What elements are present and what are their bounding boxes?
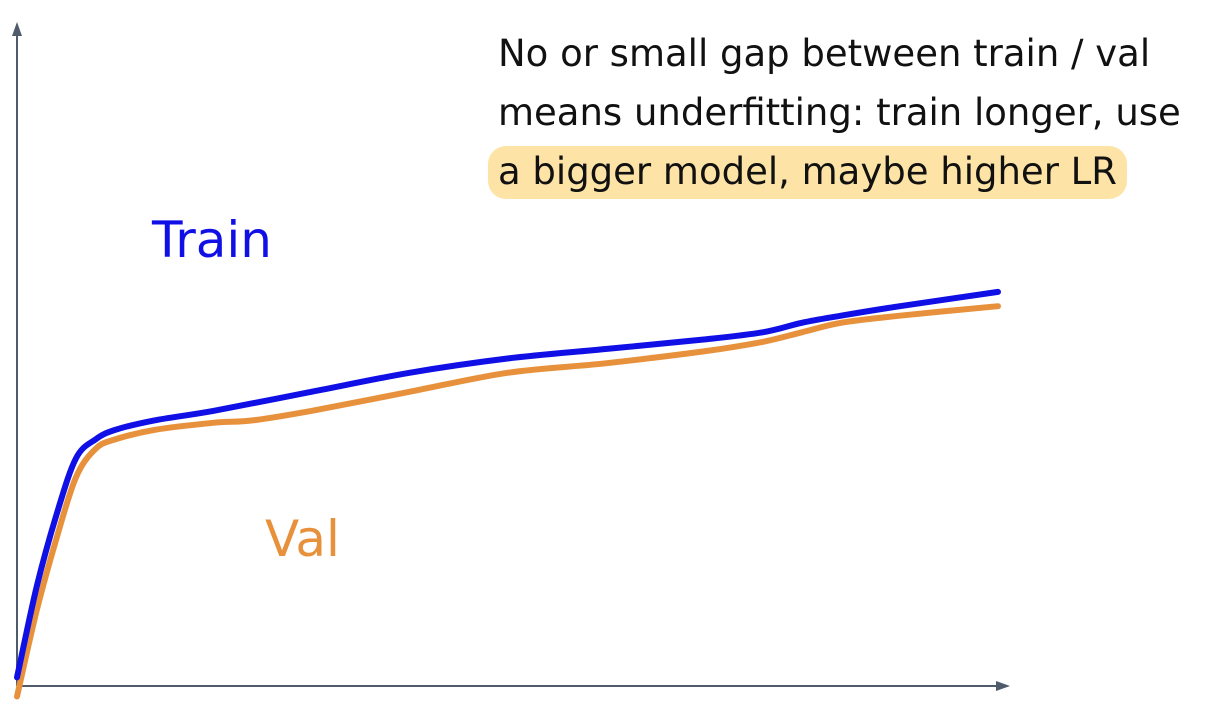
y-axis-arrow bbox=[12, 22, 22, 36]
series-layer bbox=[14, 288, 1001, 700]
chart-axes bbox=[12, 22, 1010, 691]
annotation-note: No or small gap between train / val mean… bbox=[488, 24, 1181, 201]
annotation-line-3: a bigger model, maybe higher LR bbox=[488, 142, 1181, 201]
series-line-val bbox=[14, 303, 1001, 700]
x-axis-arrow bbox=[996, 681, 1010, 691]
annotation-highlight: a bigger model, maybe higher LR bbox=[488, 146, 1127, 199]
series-line-train bbox=[14, 288, 1001, 681]
series-label-val: Val bbox=[265, 510, 340, 568]
annotation-line-2: means underfitting: train longer, use bbox=[498, 91, 1181, 134]
annotation-line-1: No or small gap between train / val bbox=[498, 32, 1151, 75]
series-label-train: Train bbox=[152, 211, 272, 269]
